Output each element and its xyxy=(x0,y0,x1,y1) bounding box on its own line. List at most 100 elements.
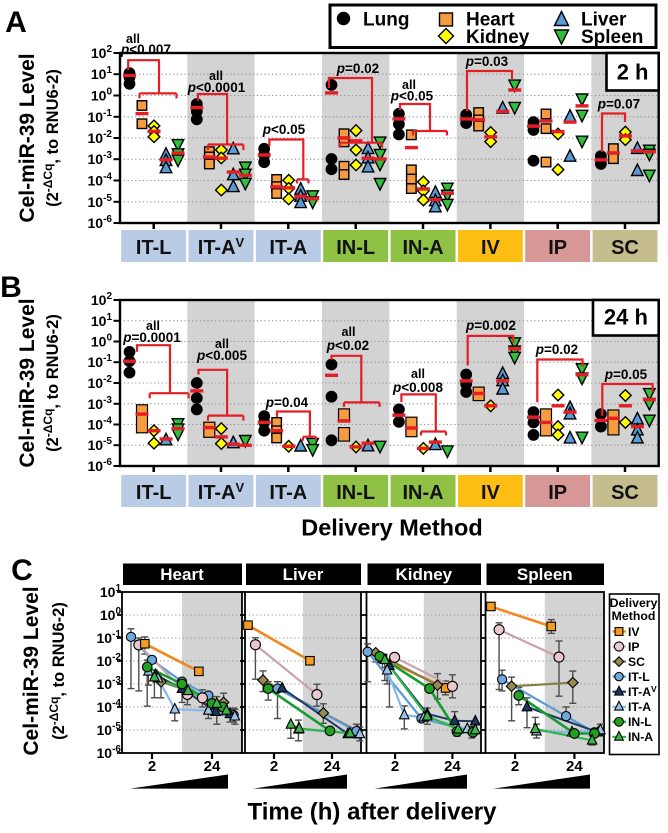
svg-text:IN-A: IN-A xyxy=(402,482,443,504)
svg-text:p=0.02: p=0.02 xyxy=(336,61,379,76)
svg-text:10-1: 10-1 xyxy=(97,629,122,646)
svg-text:IN-L: IN-L xyxy=(336,237,375,259)
svg-text:IN-L: IN-L xyxy=(336,482,375,504)
svg-text:24 h: 24 h xyxy=(604,305,648,330)
svg-text:B: B xyxy=(0,271,22,304)
svg-text:24: 24 xyxy=(566,758,583,775)
svg-text:all: all xyxy=(126,32,140,46)
svg-text:10-3: 10-3 xyxy=(97,675,122,692)
svg-text:p<0.05: p<0.05 xyxy=(262,122,306,137)
svg-text:101: 101 xyxy=(100,583,122,600)
svg-text:Kidney: Kidney xyxy=(466,27,530,48)
svg-text:10-3: 10-3 xyxy=(88,150,113,167)
svg-text:10-4: 10-4 xyxy=(88,172,113,189)
svg-text:IN-A: IN-A xyxy=(402,237,443,259)
svg-text:Spleen: Spleen xyxy=(581,27,643,48)
svg-text:p=0.0001: p=0.0001 xyxy=(122,330,181,345)
svg-text:p<0.007: p<0.007 xyxy=(120,42,171,57)
svg-text:Heart: Heart xyxy=(466,10,515,31)
svg-text:IT-L: IT-L xyxy=(136,482,172,504)
svg-text:100: 100 xyxy=(100,606,122,623)
svg-text:all: all xyxy=(209,69,223,83)
svg-text:102: 102 xyxy=(91,291,113,308)
svg-text:p<0.02: p<0.02 xyxy=(326,338,369,353)
svg-text:2: 2 xyxy=(511,758,519,775)
svg-text:IT-A: IT-A xyxy=(269,237,307,259)
svg-text:IT-L: IT-L xyxy=(628,670,650,684)
svg-text:10-3: 10-3 xyxy=(88,395,113,412)
svg-text:(2-ΔCq, to RNU6-2): (2-ΔCq, to RNU6-2) xyxy=(41,69,62,207)
svg-text:IT-A: IT-A xyxy=(269,482,307,504)
svg-text:SC: SC xyxy=(611,482,639,504)
svg-text:Kidney: Kidney xyxy=(395,565,452,584)
svg-text:all: all xyxy=(402,78,416,92)
svg-text:10-1: 10-1 xyxy=(88,108,113,125)
svg-text:p=0.07: p=0.07 xyxy=(597,97,640,112)
svg-text:Liver: Liver xyxy=(581,10,627,31)
svg-text:IT-L: IT-L xyxy=(136,237,172,259)
svg-text:24: 24 xyxy=(324,758,341,775)
svg-text:10-5: 10-5 xyxy=(88,436,113,453)
svg-text:10-2: 10-2 xyxy=(97,652,122,669)
svg-text:102: 102 xyxy=(91,44,113,61)
svg-text:IP: IP xyxy=(548,237,567,259)
svg-text:SC: SC xyxy=(628,655,645,669)
svg-text:IN-A: IN-A xyxy=(628,730,653,744)
svg-text:10-6: 10-6 xyxy=(88,214,113,231)
svg-text:IP: IP xyxy=(628,640,640,654)
svg-text:all: all xyxy=(342,325,356,339)
svg-text:C: C xyxy=(11,554,33,587)
svg-text:100: 100 xyxy=(91,87,113,104)
svg-text:Time (h) after delivery: Time (h) after delivery xyxy=(248,799,498,826)
svg-text:(2-ΔCq, to RNU6-2): (2-ΔCq, to RNU6-2) xyxy=(47,602,68,740)
svg-text:24: 24 xyxy=(444,758,461,775)
svg-text:10-1: 10-1 xyxy=(88,353,113,370)
svg-text:p<0.008: p<0.008 xyxy=(392,380,443,395)
svg-text:10-5: 10-5 xyxy=(88,193,113,210)
svg-text:Liver: Liver xyxy=(283,565,324,584)
svg-text:Heart: Heart xyxy=(160,565,204,584)
svg-text:IV: IV xyxy=(628,625,640,639)
svg-text:p=0.002: p=0.002 xyxy=(465,318,516,333)
svg-text:10-2: 10-2 xyxy=(88,129,113,146)
svg-text:101: 101 xyxy=(91,65,113,82)
svg-text:Cel-miR-39 Level: Cel-miR-39 Level xyxy=(16,53,39,222)
svg-text:all: all xyxy=(411,367,425,381)
svg-text:p=0.05: p=0.05 xyxy=(604,367,648,382)
svg-text:IV: IV xyxy=(481,237,501,259)
svg-text:IT-AV: IT-AV xyxy=(628,684,657,699)
svg-text:Lung: Lung xyxy=(363,10,409,31)
svg-text:IV: IV xyxy=(481,482,501,504)
svg-text:p=0.02: p=0.02 xyxy=(535,342,578,357)
svg-text:10-2: 10-2 xyxy=(88,374,113,391)
svg-text:2 h: 2 h xyxy=(617,60,649,85)
svg-text:Delivery: Delivery xyxy=(610,596,658,610)
svg-text:IP: IP xyxy=(548,482,567,504)
svg-text:all: all xyxy=(215,337,229,351)
svg-text:10-6: 10-6 xyxy=(88,457,113,474)
svg-text:10-4: 10-4 xyxy=(97,698,122,715)
svg-text:Delivery Method: Delivery Method xyxy=(301,515,483,541)
svg-text:all: all xyxy=(146,319,160,333)
svg-text:101: 101 xyxy=(91,312,113,329)
svg-text:(2-ΔCq, to RNU6-2): (2-ΔCq, to RNU6-2) xyxy=(41,314,62,452)
svg-text:Cel-miR-39 Level: Cel-miR-39 Level xyxy=(20,586,43,755)
svg-text:2: 2 xyxy=(391,758,399,775)
svg-text:IN-L: IN-L xyxy=(628,715,652,729)
svg-text:Spleen: Spleen xyxy=(517,565,573,584)
svg-text:Method: Method xyxy=(612,609,656,623)
svg-text:A: A xyxy=(5,6,27,39)
svg-text:SC: SC xyxy=(611,237,639,259)
svg-text:Cel-miR-39 Level: Cel-miR-39 Level xyxy=(16,298,39,467)
svg-text:10-6: 10-6 xyxy=(97,744,122,761)
svg-text:IT-A: IT-A xyxy=(628,700,651,714)
svg-text:2: 2 xyxy=(148,758,156,775)
svg-text:p<0.005: p<0.005 xyxy=(196,348,247,363)
svg-text:p=0.04: p=0.04 xyxy=(265,395,309,410)
svg-text:100: 100 xyxy=(91,333,113,350)
svg-text:10-4: 10-4 xyxy=(88,416,113,433)
svg-text:2: 2 xyxy=(270,758,278,775)
svg-text:p<0.0001: p<0.0001 xyxy=(187,80,246,95)
svg-text:p=0.03: p=0.03 xyxy=(465,54,509,69)
svg-text:10-5: 10-5 xyxy=(97,721,122,738)
